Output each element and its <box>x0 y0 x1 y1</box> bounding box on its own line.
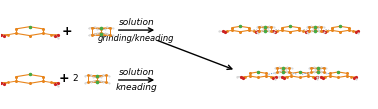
Text: solution: solution <box>119 68 154 77</box>
Text: +: + <box>59 72 70 85</box>
Text: kneading: kneading <box>116 83 157 92</box>
Text: solution: solution <box>119 18 154 27</box>
Text: grinding/kneading: grinding/kneading <box>98 34 175 43</box>
Text: +: + <box>62 25 72 38</box>
Text: 2: 2 <box>72 74 77 83</box>
